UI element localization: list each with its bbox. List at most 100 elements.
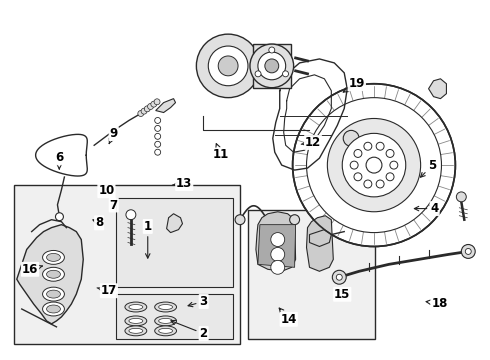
Circle shape [336,274,342,280]
Circle shape [235,215,245,225]
Text: 12: 12 [301,136,321,149]
Text: 14: 14 [279,308,297,326]
Ellipse shape [125,326,147,336]
Circle shape [258,52,286,80]
Circle shape [376,180,384,188]
Ellipse shape [125,302,147,312]
Circle shape [364,142,372,150]
Ellipse shape [129,328,143,333]
Circle shape [461,244,475,258]
Circle shape [354,173,362,181]
Text: 17: 17 [97,284,117,297]
Ellipse shape [43,302,64,316]
Circle shape [155,117,161,123]
Circle shape [269,47,275,53]
Polygon shape [167,214,182,233]
Circle shape [342,133,406,197]
Circle shape [456,192,466,202]
Ellipse shape [47,290,60,298]
Circle shape [332,270,346,284]
Bar [116,294,233,339]
Circle shape [208,46,248,86]
Circle shape [155,133,161,139]
Circle shape [155,141,161,147]
Circle shape [141,108,147,114]
Circle shape [218,56,238,76]
Text: 18: 18 [426,297,448,310]
Ellipse shape [43,251,64,264]
Circle shape [376,142,384,150]
Circle shape [293,84,455,247]
Ellipse shape [47,253,60,261]
Text: 10: 10 [98,184,115,197]
Circle shape [327,118,420,212]
Circle shape [271,247,285,261]
Polygon shape [258,225,295,267]
Circle shape [390,161,398,169]
Text: 6: 6 [55,151,63,169]
Circle shape [354,149,362,157]
Circle shape [466,248,471,255]
Ellipse shape [159,328,172,333]
Ellipse shape [47,305,60,313]
Circle shape [366,157,382,173]
Ellipse shape [159,319,172,323]
Circle shape [151,101,157,107]
Circle shape [307,98,441,233]
Ellipse shape [155,302,176,312]
Text: 7: 7 [110,198,118,212]
Text: 3: 3 [188,295,208,308]
Circle shape [290,215,299,225]
Text: 11: 11 [213,144,229,162]
Circle shape [283,71,289,77]
Circle shape [386,173,394,181]
Circle shape [386,149,394,157]
Text: 4: 4 [415,202,439,215]
Circle shape [255,71,261,77]
Circle shape [343,130,359,146]
Circle shape [250,44,294,88]
Ellipse shape [129,305,143,310]
Polygon shape [156,99,175,113]
Circle shape [350,161,358,169]
Polygon shape [310,230,331,247]
Text: 19: 19 [343,77,365,92]
Circle shape [364,180,372,188]
Text: 1: 1 [144,220,152,258]
Circle shape [155,149,161,155]
Ellipse shape [43,267,64,281]
Text: 13: 13 [172,177,193,190]
Polygon shape [429,79,446,99]
Circle shape [155,125,161,131]
Polygon shape [256,212,295,271]
Ellipse shape [159,305,172,310]
Ellipse shape [47,270,60,278]
Ellipse shape [155,326,176,336]
Circle shape [55,213,63,221]
Circle shape [147,104,153,109]
Circle shape [265,59,279,73]
Circle shape [196,34,260,98]
Text: 2: 2 [171,320,208,340]
Bar [116,198,233,287]
Text: 16: 16 [22,263,42,276]
Ellipse shape [155,316,176,326]
Polygon shape [307,216,333,271]
Circle shape [145,106,150,112]
Ellipse shape [129,319,143,323]
Circle shape [126,210,136,220]
Text: 5: 5 [420,159,436,177]
Text: 8: 8 [93,216,103,229]
Bar [253,44,291,88]
Ellipse shape [43,287,64,301]
Circle shape [154,99,160,105]
Text: 9: 9 [109,127,118,144]
Text: 15: 15 [334,288,350,301]
Bar [248,210,375,339]
Circle shape [271,260,285,274]
Bar [14,185,240,344]
Circle shape [271,233,285,247]
Ellipse shape [125,316,147,326]
Polygon shape [17,225,83,324]
Circle shape [138,111,144,117]
